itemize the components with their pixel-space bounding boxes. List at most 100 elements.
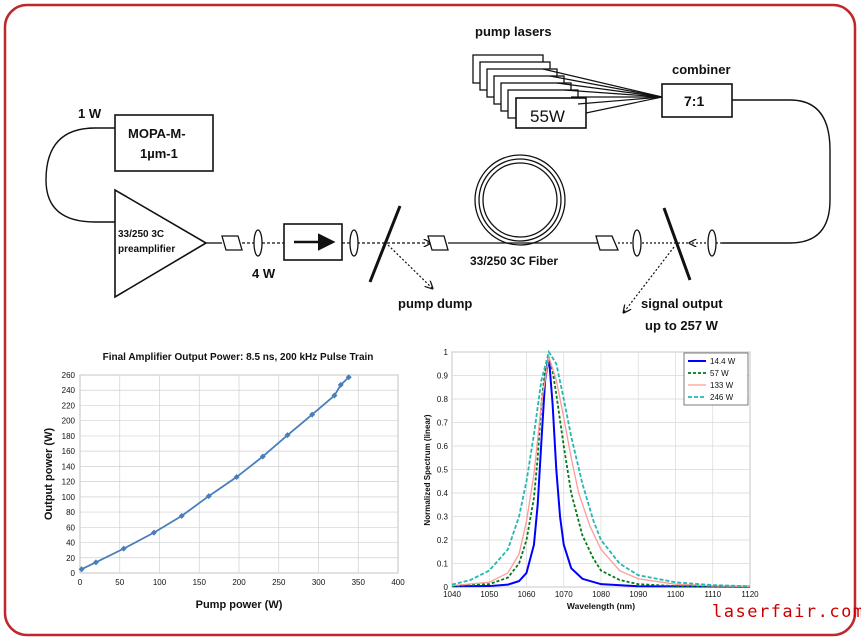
chart1-grid [79, 374, 399, 574]
lens-2 [349, 229, 359, 257]
chart2-ytick-label: 1 [444, 348, 449, 357]
lens-3 [632, 229, 642, 257]
chart1-xtick-label: 400 [391, 578, 405, 587]
lens-4 [707, 229, 717, 257]
seed-name-line2: 1µm-1 [140, 146, 178, 161]
chart1-ytick-label: 0 [71, 569, 76, 578]
fiber-connector-2 [427, 235, 449, 251]
chart1-point [150, 529, 157, 536]
chart2-xtick-label: 1050 [480, 590, 498, 599]
chart2-ytick-label: 0.6 [437, 442, 449, 451]
chart2-legend-label: 246 W [710, 393, 734, 402]
chart1-point [345, 374, 352, 381]
chart2-legend-label: 14.4 W [710, 357, 736, 366]
combiner-label: combiner [672, 62, 731, 77]
chart2-ytick-label: 0.5 [437, 466, 449, 475]
dichroic-mirror-2 [662, 207, 692, 281]
chart1-xtick-label: 300 [312, 578, 326, 587]
chart1-ylabel: Output power (W) [43, 428, 55, 521]
chart2-legend: 14.4 W 57 W 133 W 246 W [683, 352, 749, 406]
preamplifier-triangle [114, 188, 208, 299]
preamp-label-line2: preamplifier [118, 244, 175, 255]
chart2-xtick-label: 1040 [443, 590, 461, 599]
chart2-series-line [451, 356, 751, 588]
chart2-ytick-label: 0.1 [437, 560, 449, 569]
chart2-ylabel: Normalized Spectrum (linear) [423, 414, 432, 525]
chart1-xtick-label: 150 [193, 578, 207, 587]
chart1-point [120, 545, 127, 552]
chart1-xtick-label: 100 [153, 578, 167, 587]
watermark: laserfair.com [712, 602, 861, 622]
chart2-ytick-label: 0.2 [437, 536, 449, 545]
chart1-xtick-label: 0 [78, 578, 83, 587]
chart1-xlabel: Pump power (W) [196, 599, 283, 611]
chart2-ytick-label: 0.8 [437, 395, 449, 404]
signal-output-line2: up to 257 W [645, 318, 719, 333]
chart1-ytick-label: 60 [66, 523, 75, 532]
chart1-ytick-label: 140 [62, 462, 76, 471]
chart1-xtick-label: 50 [115, 578, 124, 587]
chart1-ytick-label: 120 [62, 478, 76, 487]
combiner-ratio: 7:1 [684, 93, 704, 109]
chart1-ytick-label: 220 [62, 401, 76, 410]
chart2-ytick-label: 0.4 [437, 489, 449, 498]
chart1-ytick-label: 200 [62, 417, 76, 426]
chart2-ticks: 1040 1050 1060 1070 1080 1090 1100 1110 1120 0 0.1… [437, 348, 759, 599]
output-power-chart: Final Amplifier Output Power: 8.5 ns, 20… [43, 352, 405, 611]
pump-lasers-label: pump lasers [475, 24, 552, 39]
chart1-xtick-label: 250 [272, 578, 286, 587]
chart2-ytick-label: 0.7 [437, 419, 449, 428]
chart1-point [178, 512, 185, 519]
chart1-ytick-label: 100 [62, 493, 76, 502]
chart2-series [451, 349, 751, 588]
spectrum-chart: 1040 1050 1060 1070 1080 1090 1100 1110 1120 0 0.1… [423, 348, 759, 611]
chart2-xtick-label: 1080 [592, 590, 610, 599]
amplifier-diagram [45, 54, 831, 312]
chart1-point [331, 392, 338, 399]
seed-name-line1: MOPA-M- [128, 126, 186, 141]
chart1-ytick-label: 240 [62, 386, 76, 395]
chart1-ticks: 0 50 100 150 200 250 300 350 400 0 20 40 60 80 100 120 1… [62, 371, 406, 587]
chart2-series-line [451, 356, 751, 588]
chart1-point [284, 432, 291, 439]
chart1-point [337, 381, 344, 388]
pump-laser-stack [472, 54, 587, 129]
chart2-xtick-label: 1100 [667, 590, 685, 599]
seed-fiber-loop [45, 127, 115, 223]
fiber-label: 33/250 3C Fiber [470, 254, 558, 268]
chart1-series [78, 374, 352, 573]
fiber-connector-1 [221, 235, 243, 251]
chart2-xtick-label: 1090 [629, 590, 647, 599]
combiner-output-fiber [722, 99, 831, 244]
chart1-title: Final Amplifier Output Power: 8.5 ns, 20… [103, 352, 374, 363]
chart1-point [205, 493, 212, 500]
combiner-box [661, 83, 733, 118]
chart2-ytick-label: 0 [444, 583, 449, 592]
gain-fiber-coil [448, 154, 600, 246]
chart1-point [309, 411, 316, 418]
chart2-series-line [451, 349, 751, 588]
chart1-xtick-label: 350 [352, 578, 366, 587]
chart1-ytick-label: 80 [66, 508, 75, 517]
chart2-xtick-label: 1120 [741, 590, 759, 599]
chart2-legend-label: 133 W [710, 381, 734, 390]
pump-fibers [542, 68, 663, 114]
chart1-xtick-label: 200 [232, 578, 246, 587]
chart2-ytick-label: 0.9 [437, 372, 449, 381]
chart1-point [233, 474, 240, 481]
chart2-xtick-label: 1060 [518, 590, 536, 599]
chart1-point [92, 559, 99, 566]
dichroic-mirror-1 [368, 205, 402, 283]
chart1-ytick-label: 260 [62, 371, 76, 380]
pump-power-label: 55W [530, 107, 565, 126]
chart1-ytick-label: 20 [66, 554, 75, 563]
fiber-connector-3 [595, 235, 619, 251]
chart2-xtick-label: 1070 [555, 590, 573, 599]
preamp-output-label: 4 W [252, 266, 276, 281]
seed-power-label: 1 W [78, 106, 102, 121]
seed-laser-box [114, 114, 214, 172]
chart1-point [78, 566, 85, 573]
lens-1 [253, 229, 263, 257]
chart1-ytick-label: 160 [62, 447, 76, 456]
